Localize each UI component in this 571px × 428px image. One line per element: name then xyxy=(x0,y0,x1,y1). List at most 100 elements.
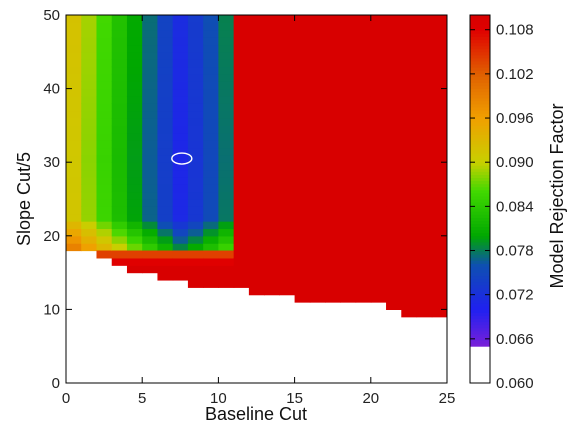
heatmap-cell xyxy=(172,235,189,244)
heatmap-cell xyxy=(340,257,357,266)
heatmap-cell xyxy=(294,95,311,104)
heatmap-cell xyxy=(309,125,326,134)
heatmap-cell xyxy=(96,147,113,156)
heatmap-cell xyxy=(172,243,189,252)
heatmap-cell xyxy=(111,199,128,207)
colorbar-segment xyxy=(470,235,490,240)
heatmap-cell xyxy=(279,29,296,38)
heatmap-cell xyxy=(172,66,189,75)
heatmap-cell xyxy=(264,272,280,281)
heatmap-cell xyxy=(96,199,113,207)
heatmap-cell xyxy=(172,272,189,281)
heatmap-cell xyxy=(309,213,326,222)
heatmap-cell xyxy=(218,235,235,244)
heatmap-cell xyxy=(66,191,82,200)
colorbar-segment xyxy=(470,229,490,234)
heatmap-cell xyxy=(386,110,402,119)
colorbar-segment xyxy=(470,134,490,139)
heatmap-cell xyxy=(401,243,418,252)
heatmap-cell xyxy=(248,37,265,46)
heatmap-cell xyxy=(126,162,143,171)
heatmap-cell xyxy=(264,95,280,104)
heatmap-cell xyxy=(355,103,372,112)
heatmap-cell xyxy=(126,154,143,163)
heatmap-cell xyxy=(218,81,235,90)
heatmap-cell xyxy=(172,81,189,90)
heatmap-cell xyxy=(416,199,433,207)
heatmap-cell xyxy=(172,110,189,119)
colorbar-segment xyxy=(470,343,490,347)
colorbar-tick-label: 0.078 xyxy=(496,243,534,260)
heatmap-cell xyxy=(111,162,128,171)
heatmap-cell xyxy=(218,169,235,178)
colorbar-segment xyxy=(470,143,490,148)
heatmap-cell xyxy=(279,44,296,53)
colorbar-segment xyxy=(470,364,490,369)
heatmap-cell xyxy=(416,22,433,31)
heatmap-cell xyxy=(264,162,280,171)
heatmap-cell xyxy=(66,176,82,185)
heatmap-cell xyxy=(355,213,372,222)
heatmap-cell xyxy=(370,272,387,281)
heatmap-cell xyxy=(203,257,219,266)
colorbar-segment xyxy=(470,202,490,206)
colorbar-segment xyxy=(470,73,490,77)
heatmap-cell xyxy=(309,147,326,156)
heatmap-cell xyxy=(187,59,204,68)
heatmap-cell xyxy=(340,162,357,171)
heatmap-cell xyxy=(431,66,447,75)
heatmap-cell xyxy=(142,66,159,75)
heatmap-cell xyxy=(218,132,235,141)
heatmap-cell xyxy=(142,37,159,46)
heatmap-cell xyxy=(325,243,341,252)
heatmap-cell xyxy=(111,184,128,193)
heatmap-cell xyxy=(309,154,326,163)
heatmap-cell xyxy=(142,243,159,252)
heatmap-cell xyxy=(325,22,341,31)
heatmap-cell xyxy=(264,228,280,237)
heatmap-cell xyxy=(294,88,311,97)
heatmap-cell xyxy=(264,169,280,178)
heatmap-cell xyxy=(172,147,189,156)
heatmap-cell xyxy=(325,59,341,68)
colorbar-segment xyxy=(470,177,490,182)
heatmap-cell xyxy=(66,103,82,112)
heatmap-cell xyxy=(386,169,402,178)
heatmap-cell xyxy=(401,154,418,163)
colorbar-segment xyxy=(470,370,490,375)
heatmap-cell xyxy=(431,88,447,97)
heatmap-cell xyxy=(218,125,235,134)
heatmap-cell xyxy=(340,51,357,60)
heatmap-cell xyxy=(386,95,402,104)
heatmap-cell xyxy=(218,66,235,75)
heatmap-cell xyxy=(386,44,402,53)
heatmap-cell xyxy=(172,37,189,46)
heatmap-cell xyxy=(401,22,418,31)
heatmap-cell xyxy=(126,110,143,119)
colorbar-segment xyxy=(470,195,490,200)
heatmap-cell xyxy=(81,73,98,82)
heatmap-cell xyxy=(325,294,341,303)
heatmap-cell xyxy=(325,125,341,134)
heatmap-cell xyxy=(355,257,372,266)
heatmap-cell xyxy=(172,118,189,126)
heatmap-cell xyxy=(340,176,357,185)
heatmap-cell xyxy=(416,154,433,163)
heatmap-cell xyxy=(294,132,311,141)
heatmap-cell xyxy=(96,162,113,171)
heatmap-cell xyxy=(340,199,357,207)
colorbar-segment xyxy=(470,76,490,80)
heatmap-cell xyxy=(264,250,280,259)
heatmap-cell xyxy=(386,29,402,38)
heatmap-cell xyxy=(203,162,219,171)
heatmap-cell xyxy=(172,184,189,193)
heatmap-cell xyxy=(325,272,341,281)
heatmap-cell xyxy=(309,257,326,266)
heatmap-cell xyxy=(431,118,447,126)
colorbar-segment xyxy=(470,324,490,329)
colorbar-segment xyxy=(470,183,490,188)
heatmap-cell xyxy=(172,265,189,274)
heatmap-cell xyxy=(431,272,447,281)
colorbar-segment xyxy=(470,260,490,264)
heatmap-cell xyxy=(66,228,82,237)
